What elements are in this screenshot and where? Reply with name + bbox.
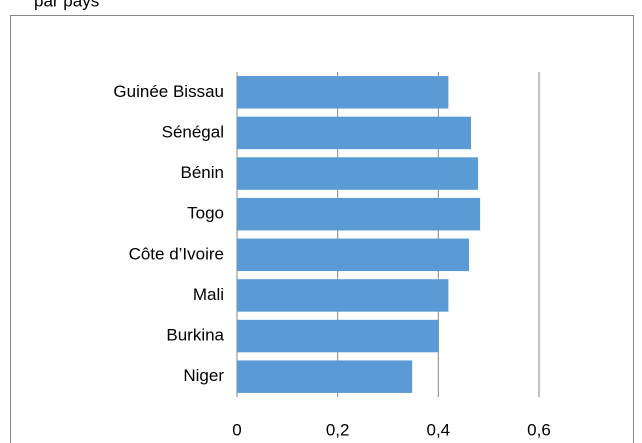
y-tick-label: Sénégal (162, 122, 224, 141)
chart-title: par pays (34, 0, 99, 10)
bar (237, 238, 470, 272)
y-tick-label: Niger (183, 366, 224, 385)
bar (237, 279, 449, 312)
y-tick-label: Burkina (166, 326, 224, 345)
y-tick-label: Togo (187, 204, 224, 223)
y-tick-label: Mali (193, 285, 224, 304)
bar (237, 157, 479, 190)
bar (237, 76, 449, 109)
bar (237, 360, 413, 393)
x-tick-label: 0,4 (427, 420, 451, 439)
y-tick-label: Guinée Bissau (113, 82, 224, 101)
bar (237, 319, 439, 353)
x-tick-label: 0 (232, 420, 241, 439)
x-tick-label: 0,2 (326, 420, 350, 439)
bar (237, 197, 481, 231)
bar (237, 116, 472, 150)
y-tick-label: Bénin (181, 163, 224, 182)
y-tick-label: Côte d’Ivoire (129, 244, 224, 263)
x-tick-label: 0,6 (527, 420, 551, 439)
